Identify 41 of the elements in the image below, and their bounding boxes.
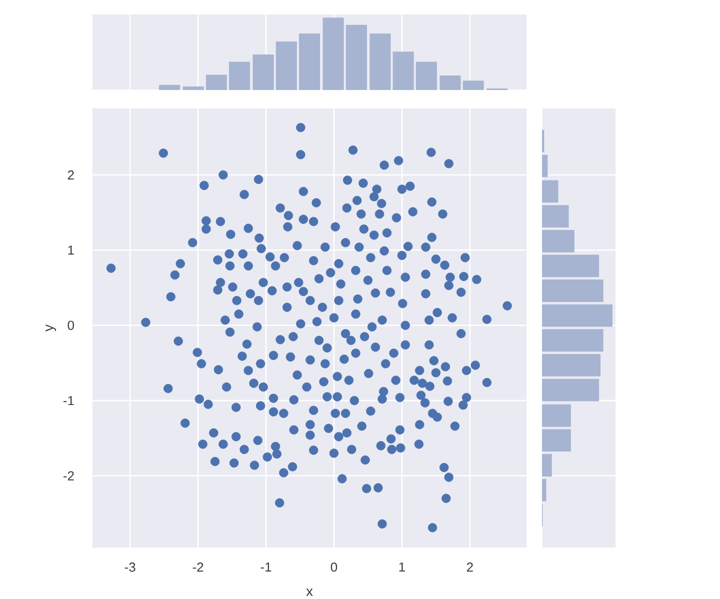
x-tick-label: -1 xyxy=(260,562,272,572)
bar xyxy=(182,86,204,90)
bar xyxy=(206,74,227,90)
bar xyxy=(370,34,391,90)
bar xyxy=(542,478,546,502)
x-tick-label: 1 xyxy=(399,562,405,572)
bar xyxy=(322,18,344,90)
bar xyxy=(346,24,367,90)
x-tick-label: 2 xyxy=(466,562,473,572)
bar xyxy=(542,454,552,476)
bar xyxy=(542,304,612,327)
bar xyxy=(542,280,604,302)
bar xyxy=(228,62,250,90)
y-tick-label: 2 xyxy=(68,170,74,180)
bar xyxy=(252,54,274,90)
bar xyxy=(542,230,574,252)
y-tick-label: 0 xyxy=(68,320,74,330)
x-tick-label: 0 xyxy=(330,562,338,572)
bar xyxy=(276,42,297,90)
y-tick-label: -2 xyxy=(63,471,74,480)
bar xyxy=(392,52,414,90)
bar xyxy=(542,205,569,228)
y-axis-title: y xyxy=(46,324,56,332)
bar xyxy=(542,404,571,427)
x-tick-label: -3 xyxy=(124,562,136,572)
bar xyxy=(542,329,604,352)
bar xyxy=(542,378,600,402)
x-axis-title: x xyxy=(306,588,313,596)
bar xyxy=(416,62,437,90)
bar xyxy=(298,34,320,90)
bar xyxy=(542,254,600,278)
bar xyxy=(542,354,600,376)
bar xyxy=(440,76,461,90)
x-tick-label: -2 xyxy=(192,562,204,572)
bar xyxy=(158,84,180,90)
y-tick-label: 1 xyxy=(68,246,74,255)
bar xyxy=(542,180,558,203)
bar xyxy=(462,80,484,90)
bar xyxy=(542,429,571,452)
bar xyxy=(542,154,548,178)
y-tick-label: -1 xyxy=(63,396,74,406)
